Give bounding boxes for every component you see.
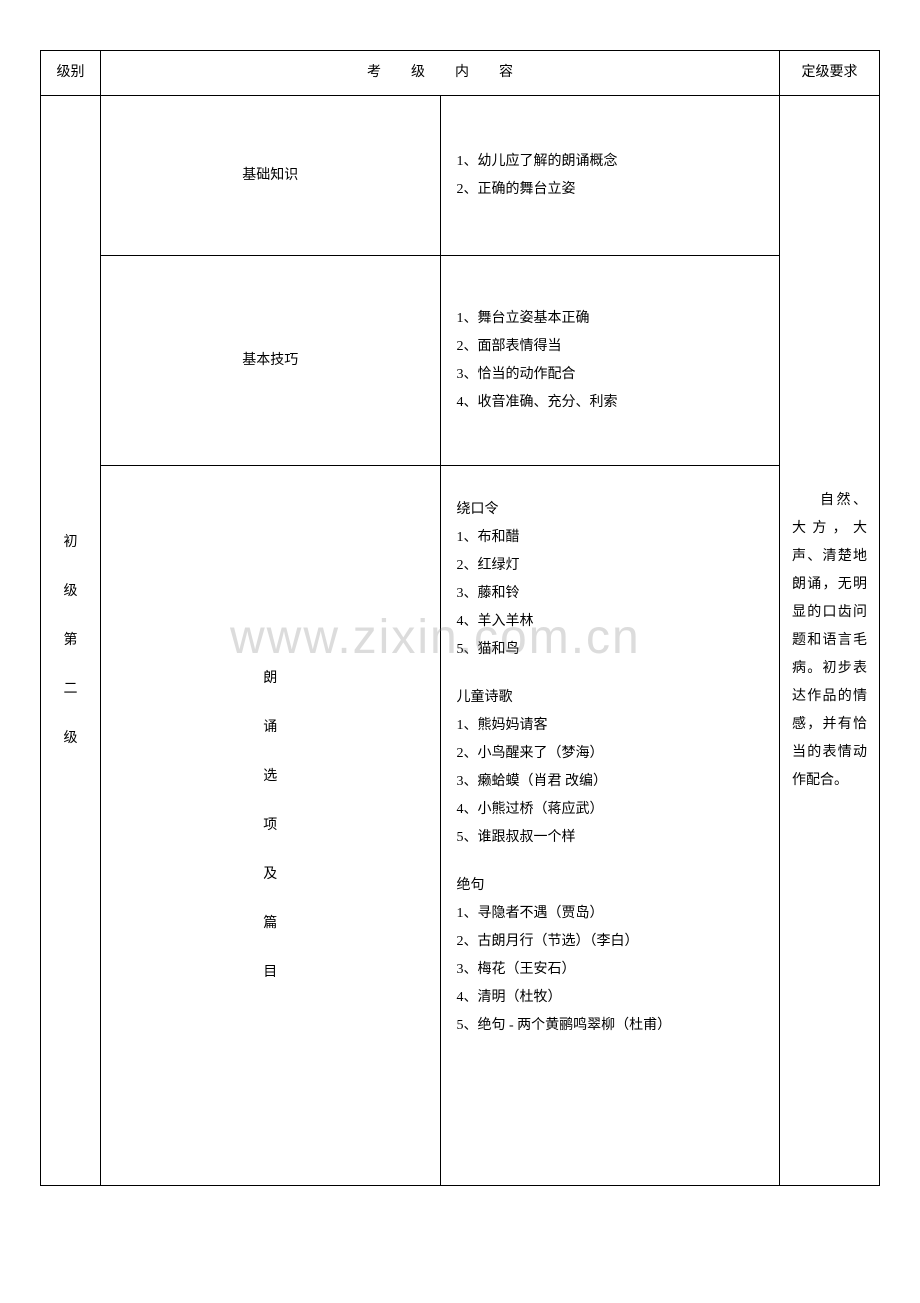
rec-char-1: 朗: [111, 654, 430, 703]
content-recitation: 绕口令 1、布和醋 2、红绿灯 3、藤和铃 4、羊入羊林 5、猫和鸟 儿童诗歌 …: [440, 466, 780, 1186]
qt-item-1: 1、寻隐者不遇（贾岛）: [457, 900, 764, 928]
content-basic-skills: 1、舞台立姿基本正确 2、面部表情得当 3、恰当的动作配合 4、收音准确、充分、…: [440, 256, 780, 466]
rec-char-3: 选: [111, 752, 430, 801]
section-title-3: 绝句: [457, 872, 764, 900]
cp-item-3: 3、癞蛤蟆（肖君 改编）: [457, 768, 764, 796]
rec-char-7: 目: [111, 948, 430, 997]
rec-char-4: 项: [111, 801, 430, 850]
cp-item-4: 4、小熊过桥（蒋应武）: [457, 796, 764, 824]
section-children-poem: 儿童诗歌 1、熊妈妈请客 2、小鸟醒来了（梦海） 3、癞蛤蟆（肖君 改编） 4、…: [457, 684, 764, 852]
bs-item-2: 2、面部表情得当: [457, 333, 764, 361]
level-cell: 初 级 第 二 级: [41, 96, 101, 1186]
tt-item-3: 3、藤和铃: [457, 580, 764, 608]
level-char-2: 级: [51, 567, 90, 616]
bk-item-1: 1、幼儿应了解的朗诵概念: [457, 148, 764, 176]
row-basic-knowledge: 初 级 第 二 级 基础知识 1、幼儿应了解的朗诵概念 2、正确的舞台立姿 自然…: [41, 96, 880, 256]
section-quatrain: 绝句 1、寻隐者不遇（贾岛） 2、古朗月行（节选）（李白） 3、梅花（王安石） …: [457, 872, 764, 1040]
row-basic-skills: 基本技巧 1、舞台立姿基本正确 2、面部表情得当 3、恰当的动作配合 4、收音准…: [41, 256, 880, 466]
bs-item-4: 4、收音准确、充分、利索: [457, 389, 764, 417]
cp-item-2: 2、小鸟醒来了（梦海）: [457, 740, 764, 768]
level-char-5: 级: [51, 714, 90, 763]
category-recitation: 朗 诵 选 项 及 篇 目: [101, 466, 441, 1186]
qt-item-3: 3、梅花（王安石）: [457, 956, 764, 984]
row-recitation: 朗 诵 选 项 及 篇 目 绕口令 1、布和醋 2、红绿灯 3、藤和铃 4、羊入…: [41, 466, 880, 1186]
rec-char-6: 篇: [111, 899, 430, 948]
level-char-1: 初: [51, 518, 90, 567]
category-basic-skills: 基本技巧: [101, 256, 441, 466]
bs-item-1: 1、舞台立姿基本正确: [457, 305, 764, 333]
tt-item-2: 2、红绿灯: [457, 552, 764, 580]
qt-item-5: 5、绝句 - 两个黄鹂鸣翠柳（杜甫）: [457, 1012, 764, 1040]
category-basic-knowledge: 基础知识: [101, 96, 441, 256]
qt-item-4: 4、清明（杜牧）: [457, 984, 764, 1012]
curriculum-table: 级别 考级内容 定级要求 初 级 第 二 级 基础知识 1、幼儿应了解的朗诵概念…: [40, 50, 880, 1186]
header-requirement: 定级要求: [780, 51, 880, 96]
content-basic-knowledge: 1、幼儿应了解的朗诵概念 2、正确的舞台立姿: [440, 96, 780, 256]
tt-item-1: 1、布和醋: [457, 524, 764, 552]
bk-item-2: 2、正确的舞台立姿: [457, 176, 764, 204]
requirement-text: 自然、大方，大声、清楚地朗诵，无明显的口齿问题和语言毛病。初步表达作品的情感，并…: [792, 487, 867, 795]
level-char-4: 二: [51, 665, 90, 714]
requirement-cell: 自然、大方，大声、清楚地朗诵，无明显的口齿问题和语言毛病。初步表达作品的情感，并…: [780, 96, 880, 1186]
level-char-3: 第: [51, 616, 90, 665]
header-exam-content: 考级内容: [101, 51, 780, 96]
cp-item-1: 1、熊妈妈请客: [457, 712, 764, 740]
cp-item-5: 5、谁跟叔叔一个样: [457, 824, 764, 852]
section-title-2: 儿童诗歌: [457, 684, 764, 712]
tt-item-4: 4、羊入羊林: [457, 608, 764, 636]
header-level: 级别: [41, 51, 101, 96]
header-row: 级别 考级内容 定级要求: [41, 51, 880, 96]
qt-item-2: 2、古朗月行（节选）（李白）: [457, 928, 764, 956]
bs-item-3: 3、恰当的动作配合: [457, 361, 764, 389]
section-title-1: 绕口令: [457, 496, 764, 524]
rec-char-5: 及: [111, 850, 430, 899]
rec-char-2: 诵: [111, 703, 430, 752]
tt-item-5: 5、猫和鸟: [457, 636, 764, 664]
section-tongue-twister: 绕口令 1、布和醋 2、红绿灯 3、藤和铃 4、羊入羊林 5、猫和鸟: [457, 496, 764, 664]
